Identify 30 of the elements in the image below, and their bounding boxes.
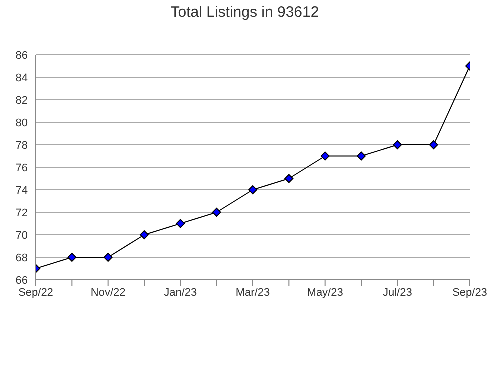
y-tick-label: 74 [16, 184, 28, 197]
x-tick-label: Nov/22 [90, 286, 126, 299]
y-tick-label: 78 [16, 140, 28, 152]
chart-title: Total Listings in 93612 [170, 4, 320, 21]
point [284, 174, 294, 184]
point [248, 186, 258, 194]
x-tick-label: Mar/23 [236, 286, 270, 299]
point [68, 253, 77, 262]
point [357, 152, 366, 161]
point [212, 208, 222, 217]
point [393, 140, 402, 150]
y-tick-label: 82 [16, 94, 28, 107]
y-tick-label: 84 [16, 72, 28, 84]
point [429, 140, 438, 150]
y-tick-label: 86 [16, 50, 28, 62]
point [320, 152, 330, 161]
x-tick-label: Jul/23 [382, 286, 412, 299]
x-tick-label: Sep/23 [452, 286, 488, 299]
point [176, 219, 186, 228]
point [104, 253, 113, 262]
x-tick-label: Jan/23 [164, 286, 198, 299]
y-tick-label: 66 [16, 274, 28, 287]
x-tick-label: Sep/22 [18, 286, 54, 299]
point [140, 230, 149, 240]
y-tick-label: 72 [16, 207, 28, 220]
y-tick-label: 76 [16, 162, 28, 174]
y-tick-label: 70 [16, 230, 28, 242]
y-tick-label: 68 [16, 252, 28, 264]
y-tick-label: 80 [16, 117, 28, 130]
x-tick-label: May/23 [307, 286, 344, 299]
